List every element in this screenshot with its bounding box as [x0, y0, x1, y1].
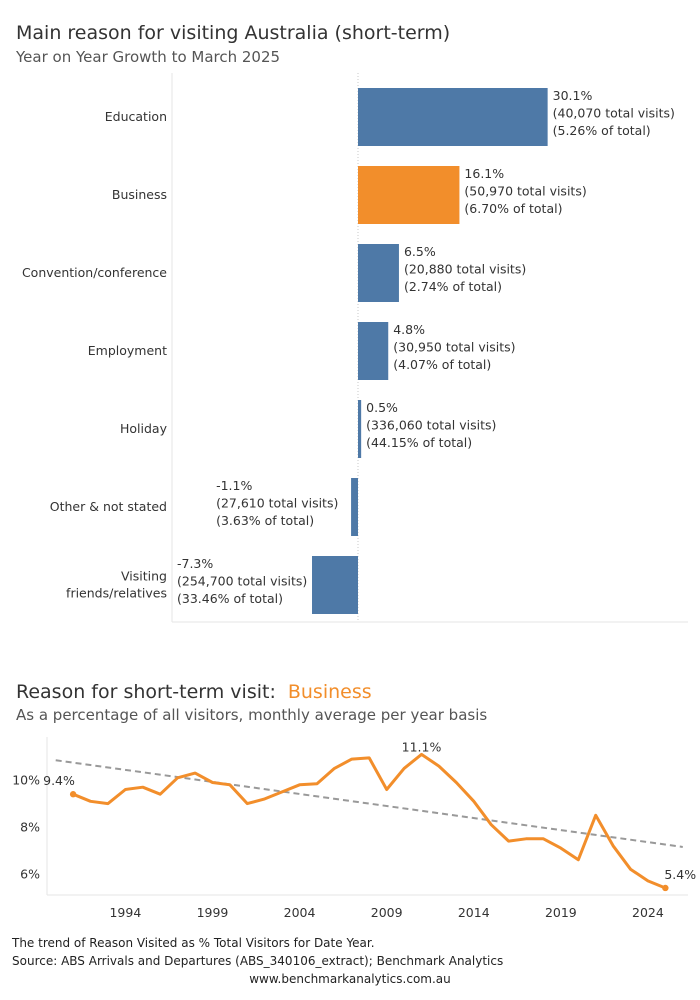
- x-tick-label-2: 2004: [284, 905, 316, 920]
- bar-chart-title: Main reason for visiting Australia (shor…: [16, 22, 451, 44]
- bar-chart: Education 30.1% (40,070 total visits) (5.26…: [22, 73, 688, 623]
- footer-url[interactable]: www.benchmarkanalytics.com.au: [249, 972, 451, 986]
- bar-6: [312, 556, 358, 614]
- data-label-0: 30.1% (40,070 total visits) (5.26% of tota…: [553, 88, 675, 138]
- data-label-4: 0.5% (336,060 total visits) (44.15% of tot…: [366, 400, 496, 450]
- category-label-5: Other & not stated: [50, 499, 167, 514]
- category-label-4: Holiday: [120, 421, 168, 436]
- category-label-6: Visiting friends/relatives: [66, 569, 167, 601]
- x-tick-label-0: 1994: [109, 905, 141, 920]
- bar-chart-subtitle: Year on Year Growth to March 2025: [16, 48, 281, 66]
- data-label-1: 16.1% (50,970 total visits) (6.70% of tota…: [464, 166, 586, 216]
- x-tick-label-1: 1999: [197, 905, 229, 920]
- trend-line: [55, 759, 683, 848]
- footer-source: Source: ABS Arrivals and Departures (ABS…: [12, 954, 504, 968]
- x-tick-label-5: 2019: [545, 905, 577, 920]
- x-tick-label-4: 2014: [458, 905, 490, 920]
- point-start: [69, 791, 77, 798]
- point-end: [662, 884, 669, 892]
- x-tick-label-3: 2009: [371, 905, 403, 920]
- category-label-1: Business: [112, 187, 167, 202]
- bar-2: [358, 244, 399, 302]
- bar-1: [358, 166, 460, 224]
- data-label-3: 4.8% (30,950 total visits) (4.07% of total…: [393, 322, 515, 372]
- y-tick-label-1: 8%: [20, 820, 40, 835]
- data-label-6: -7.3% (254,700 total visits) (33.46% of to…: [177, 556, 307, 606]
- line-chart: 6% 8% 10% 1994 1999 2004 2009 2014 2019 2024 9.4% 1…: [12, 737, 696, 920]
- category-label-0: Education: [105, 109, 167, 124]
- line-chart-title-highlight: Business: [287, 681, 372, 703]
- x-tick-label-6: 2024: [632, 905, 664, 920]
- data-label-2: 6.5% (20,880 total visits) (2.74% of total…: [404, 244, 526, 294]
- bar-4: [358, 400, 362, 458]
- data-label-5: -1.1% (27,610 total visits) (3.63% of tota…: [216, 478, 338, 528]
- y-tick-label-0: 6%: [20, 866, 40, 881]
- bar-3: [358, 322, 389, 380]
- line-chart-title: Reason for short-term visit: Business: [16, 681, 372, 703]
- y-tick-label-2: 10%: [12, 773, 40, 788]
- bar-0: [358, 88, 548, 146]
- line-chart-subtitle: As a percentage of all visitors, monthly…: [16, 706, 488, 724]
- point-label-start: 9.4%: [43, 773, 75, 788]
- category-label-2: Convention/conference: [22, 265, 167, 280]
- category-label-3: Employment: [88, 343, 167, 358]
- line-chart-title-text: Reason for short-term visit:: [16, 681, 276, 703]
- footer-note: The trend of Reason Visited as % Total V…: [12, 936, 375, 950]
- point-label-end: 5.4%: [664, 867, 696, 882]
- bar-5: [351, 478, 358, 536]
- series-line-business: [71, 752, 667, 890]
- point-label-peak: 11.1%: [402, 739, 442, 754]
